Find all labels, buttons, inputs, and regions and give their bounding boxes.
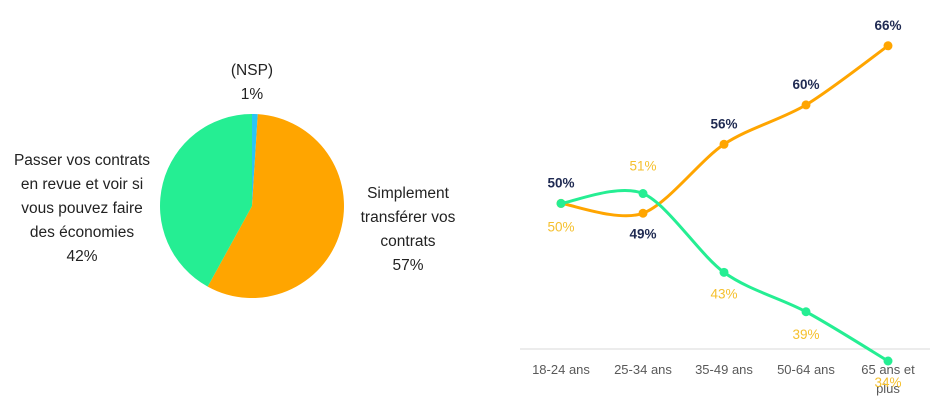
x-tick-label: 65 ans et plus	[861, 362, 915, 396]
pie-slice-label: Simplement transférer vos contrats 57%	[361, 185, 456, 274]
data-point	[883, 41, 893, 51]
x-tick-label-line: 18-24 ans	[532, 362, 590, 377]
x-tick-label-line: 65 ans et	[861, 362, 915, 377]
pie-slice-label-line: (NSP)	[231, 62, 273, 79]
pie-slice-label-line: vous pouvez faire	[21, 200, 143, 217]
pie-slice-label-line: contrats	[380, 233, 435, 250]
pie-slice-label-line: 42%	[66, 248, 97, 265]
data-point	[801, 100, 811, 110]
pie-slice-label-line: en revue et voir si	[21, 176, 143, 193]
x-tick-label: 18-24 ans	[532, 362, 590, 377]
pie-slice	[160, 114, 252, 287]
x-tick-label-line: 35-49 ans	[695, 362, 753, 377]
data-label: 39%	[792, 327, 819, 342]
x-tick-label-line: 50-64 ans	[777, 362, 835, 377]
data-point	[719, 139, 729, 149]
data-label: 43%	[710, 286, 737, 301]
data-label: 50%	[547, 175, 574, 190]
pie-slice-label-line: 57%	[392, 257, 423, 274]
x-tick-label-line: plus	[876, 381, 900, 396]
data-point	[719, 267, 729, 277]
data-label: 34%	[874, 375, 901, 390]
x-tick-label-line: 25-34 ans	[614, 362, 672, 377]
data-point	[883, 356, 893, 366]
pie-slice-label: (NSP) 1%	[231, 62, 273, 103]
data-label: 50%	[547, 219, 574, 234]
data-point	[638, 189, 648, 199]
pie-slice	[252, 114, 258, 206]
data-label: 60%	[792, 77, 819, 92]
data-label: 51%	[629, 159, 656, 174]
x-tick-label: 25-34 ans	[614, 362, 672, 377]
pie-slice-label-line: 1%	[241, 86, 264, 103]
data-point	[801, 307, 811, 317]
pie-slice-label-line: Passer vos contrats	[14, 152, 150, 169]
pie-slice-label-line: des économies	[30, 224, 135, 241]
data-label: 56%	[710, 116, 737, 131]
pie-slice-label-line: Simplement	[367, 185, 450, 202]
x-tick-label: 35-49 ans	[695, 362, 753, 377]
pie-slice-label-line: transférer vos	[361, 209, 456, 226]
data-point	[556, 198, 566, 208]
data-label: 66%	[874, 18, 901, 33]
pie-slice	[207, 114, 345, 298]
x-tick-label: 50-64 ans	[777, 362, 835, 377]
data-label: 49%	[629, 226, 656, 241]
pie-slice-label: Passer vos contrats en revue et voir si vo…	[14, 152, 150, 265]
data-point	[638, 208, 648, 218]
